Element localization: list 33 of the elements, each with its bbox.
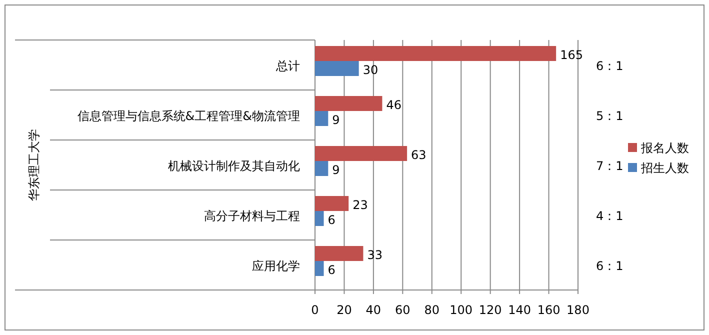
- y-tick-label: 机械设计制作及其自动化: [168, 159, 300, 173]
- y-tick-label: 总计: [275, 59, 300, 73]
- data-label: 30: [362, 63, 378, 77]
- x-tick-label: 140: [508, 303, 532, 317]
- x-tick-label: 60: [395, 303, 410, 317]
- text: 6：1: [596, 259, 624, 273]
- x-tick-label: 20: [336, 303, 352, 317]
- y-tick-label: 应用化学: [252, 259, 300, 273]
- legend-label: 报名人数: [640, 141, 689, 155]
- data-label: 63: [411, 148, 426, 162]
- x-tick-label: 120: [478, 303, 502, 317]
- text: 5：1: [596, 109, 624, 123]
- y-tick-label: 高分子材料与工程: [204, 209, 300, 223]
- data-label: 6: [328, 263, 336, 277]
- data-label: 6: [328, 213, 336, 227]
- data-label: 165: [560, 48, 583, 62]
- x-tick-label: 180: [566, 303, 590, 317]
- x-tick-label: 0: [311, 303, 319, 317]
- legend-label: 招生人数: [640, 161, 689, 175]
- x-tick-label: 100: [450, 303, 473, 317]
- data-label: 9: [332, 113, 340, 127]
- y-axis-title: 华东理工大学: [27, 129, 41, 201]
- text: 6：1: [596, 59, 624, 73]
- x-tick-label: 80: [424, 303, 440, 317]
- data-label: 23: [352, 198, 368, 212]
- x-tick-label: 160: [537, 303, 560, 317]
- y-tick-label: 信息管理与信息系统&工程管理&物流管理: [77, 109, 300, 123]
- text: 4：1: [596, 209, 624, 223]
- data-label: 9: [332, 163, 340, 177]
- x-tick-label: 40: [366, 303, 382, 317]
- data-label: 33: [367, 248, 382, 262]
- data-label: 46: [386, 98, 402, 112]
- text: 7：1: [596, 159, 624, 173]
